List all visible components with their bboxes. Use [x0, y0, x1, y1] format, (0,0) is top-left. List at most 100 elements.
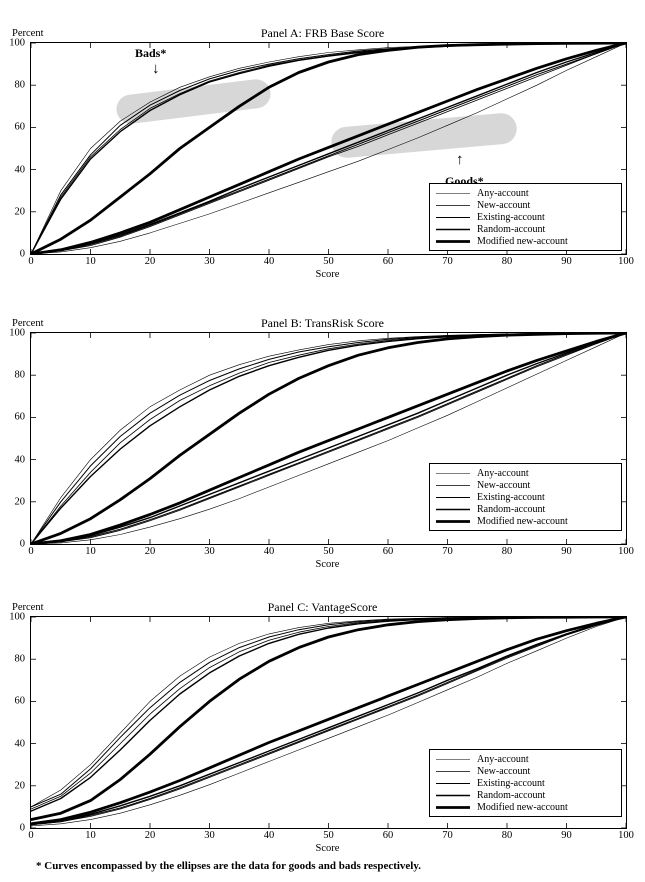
x-tick-label: 40 — [263, 256, 275, 267]
legend: Any-account New-account Existing-account Ra… — [429, 463, 622, 531]
y-tick-label: 80 — [14, 653, 26, 665]
curve-goods-modified-new-account — [31, 43, 626, 254]
curve-bads-modified-new-account — [31, 617, 626, 822]
x-tick-label: 10 — [85, 546, 96, 557]
legend-label: Existing-account — [477, 211, 545, 223]
x-tick-label: 90 — [561, 546, 572, 557]
panel-title: Panel C: VantageScore — [267, 600, 378, 614]
legend-line-sample-icon — [436, 508, 470, 510]
legend-label: New-account — [477, 479, 531, 491]
x-axis-ticks: 0 10 20 30 40 50 60 70 80 90 100 — [28, 544, 634, 558]
legend-line-sample-icon — [436, 496, 470, 498]
x-tick-label: 60 — [382, 830, 394, 841]
legend-label: Existing-account — [477, 777, 545, 789]
legend-entry: Random-account — [435, 223, 613, 235]
y-tick-label: 100 — [9, 327, 25, 339]
curve-goods-random-account — [31, 43, 626, 254]
x-axis-title: Score — [315, 269, 340, 280]
x-tick-label: 70 — [442, 546, 453, 557]
x-tick-label: 80 — [501, 256, 513, 267]
x-axis-title: Score — [315, 559, 340, 570]
legend-entry: Random-account — [435, 789, 613, 801]
curve-goods-existing-account — [31, 333, 626, 544]
x-tick-label: 20 — [144, 256, 156, 267]
legend-label: Random-account — [477, 223, 546, 235]
panel-title: Panel A: FRB Base Score — [260, 26, 385, 40]
legend-entry: Any-account — [435, 187, 613, 199]
y-tick-label: 80 — [14, 79, 26, 91]
y-tick-label: 40 — [14, 164, 26, 176]
footnote: * Curves encompassed by the ellipses are… — [36, 860, 422, 872]
y-tick-label: 0 — [19, 538, 25, 550]
y-tick-label: 20 — [14, 496, 26, 508]
legend-line-sample-icon — [436, 472, 470, 474]
plot-area: 0 20 40 60 80 100 0 10 20 30 40 50 60 70 80 90 100 Any-… — [9, 328, 634, 558]
legend-entry: Existing-account — [435, 491, 613, 503]
legend-entry: Any-account — [435, 467, 613, 479]
x-tick-label: 70 — [442, 830, 453, 841]
legend-label: Any-account — [477, 187, 529, 199]
x-tick-label: 40 — [263, 546, 275, 557]
curve-goods-new-account — [31, 617, 626, 826]
x-tick-label: 40 — [263, 830, 275, 841]
x-axis-title: Score — [315, 843, 340, 854]
y-tick-label: 60 — [14, 695, 26, 707]
x-tick-label: 90 — [561, 830, 572, 841]
x-axis-ticks: 0 10 20 30 40 50 60 70 80 90 100 — [28, 254, 634, 268]
x-tick-label: 60 — [382, 546, 394, 557]
x-tick-label: 80 — [501, 546, 513, 557]
y-axis-ticks: 0 20 40 60 80 100 — [1, 328, 27, 550]
legend-entry: Existing-account — [435, 211, 613, 223]
legend-label: Any-account — [477, 467, 529, 479]
plot-area: Bads* ↓ ↑ Goods* 0 20 40 60 80 100 0 10 20 30 40 5… — [9, 38, 634, 268]
y-axis-ticks: 0 20 40 60 80 100 — [1, 38, 27, 260]
legend-entry: Modified new-account — [435, 801, 613, 813]
legend-label: Modified new-account — [477, 235, 568, 247]
panel-title: Panel B: TransRisk Score — [260, 316, 384, 330]
curve-goods-modified-new-account — [31, 617, 626, 826]
y-axis-title: Percent — [12, 602, 44, 613]
x-tick-label: 50 — [323, 830, 334, 841]
curve-goods-existing-account — [31, 43, 626, 254]
curve-goods-new-account — [31, 43, 626, 254]
panel-b: Percent Panel B: TransRisk Score 0 20 40 60… — [0, 300, 645, 582]
legend-entry: Any-account — [435, 753, 613, 765]
x-tick-label: 10 — [85, 830, 96, 841]
legend-entry: Modified new-account — [435, 515, 613, 527]
bads-arrow-icon: ↓ — [152, 61, 160, 77]
curve-bads-modified-new-account — [31, 333, 626, 544]
panel-a: Percent Panel A: FRB Base Score Bads* ↓ … — [0, 10, 645, 292]
y-axis-title: Percent — [12, 28, 44, 39]
bads-annotation-label: Bads* — [135, 46, 167, 60]
goods-arrow-icon: ↑ — [456, 152, 464, 168]
x-tick-label: 20 — [144, 830, 156, 841]
legend-line-sample-icon — [436, 204, 470, 206]
legend-line-sample-icon — [436, 239, 470, 243]
x-tick-label: 0 — [28, 546, 34, 557]
y-tick-label: 40 — [14, 738, 26, 750]
y-tick-label: 80 — [14, 369, 26, 381]
legend: Any-account New-account Existing-account Ra… — [429, 749, 622, 817]
x-tick-label: 70 — [442, 256, 453, 267]
y-axis-ticks: 0 20 40 60 80 100 — [1, 612, 27, 834]
legend-label: New-account — [477, 765, 531, 777]
y-axis-title: Percent — [12, 318, 44, 329]
legend-label: Random-account — [477, 503, 546, 515]
x-tick-label: 0 — [28, 830, 34, 841]
panel-c: Percent Panel C: VantageScore 0 20 40 60 80 1… — [0, 584, 645, 866]
x-tick-label: 0 — [28, 256, 34, 267]
legend: Any-account New-account Existing-account Ra… — [429, 183, 622, 251]
curve-bads-modified-new-account — [31, 43, 626, 254]
legend-line-sample-icon — [436, 758, 470, 760]
legend-label: Random-account — [477, 789, 546, 801]
x-tick-label: 30 — [204, 256, 215, 267]
x-tick-label: 30 — [204, 830, 215, 841]
x-tick-label: 100 — [618, 546, 634, 557]
curve-goods-random-account — [31, 617, 626, 825]
legend-entry: New-account — [435, 199, 613, 211]
legend-label: Existing-account — [477, 491, 545, 503]
legend-line-sample-icon — [436, 484, 470, 486]
x-tick-label: 90 — [561, 256, 572, 267]
legend-entry: Modified new-account — [435, 235, 613, 247]
curves-canvas — [31, 617, 626, 828]
